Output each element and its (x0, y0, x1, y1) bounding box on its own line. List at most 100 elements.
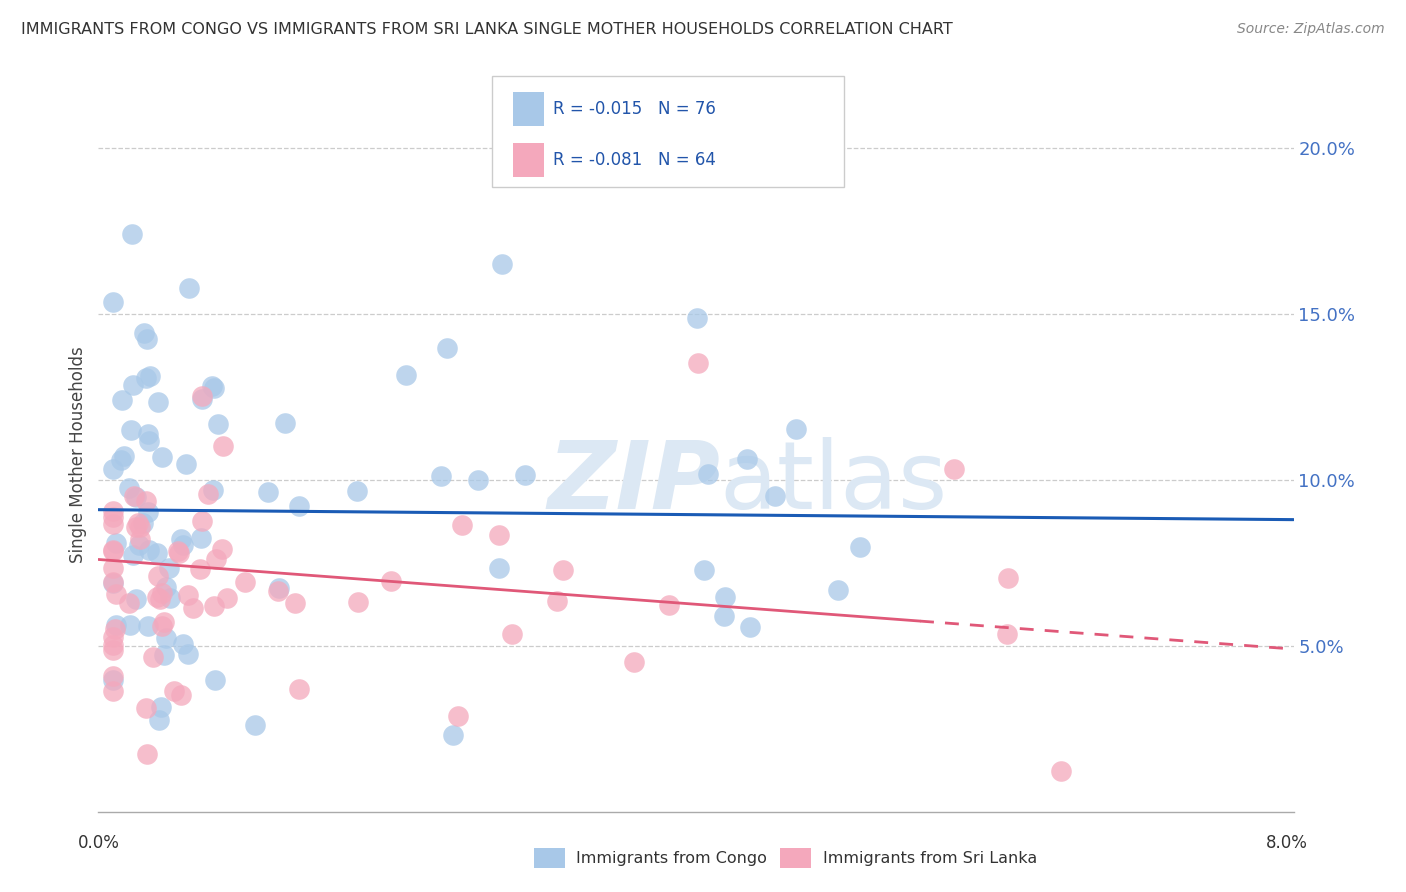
Point (149, 700, 172, 714)
Point (135, 701, 157, 715)
Y-axis label: Single Mother Households: Single Mother Households (69, 347, 87, 563)
Text: R = -0.015   N = 76: R = -0.015 N = 76 (553, 100, 716, 118)
Point (155, 632, 177, 646)
Point (191, 389, 214, 403)
Point (658, 598, 681, 612)
Point (103, 509, 125, 524)
Point (163, 684, 186, 698)
Text: 8.0%: 8.0% (1265, 834, 1308, 852)
Point (136, 747, 159, 762)
Text: atlas: atlas (720, 437, 948, 530)
Point (139, 369, 162, 384)
Point (149, 592, 172, 607)
Point (104, 622, 127, 636)
Point (150, 585, 173, 599)
Point (148, 569, 170, 583)
Point (943, 462, 966, 476)
Point (827, 582, 849, 597)
Point (170, 532, 193, 546)
Point (288, 499, 311, 513)
Point (697, 467, 720, 482)
Point (135, 332, 157, 346)
Point (394, 368, 416, 382)
Point (488, 528, 510, 542)
Point (190, 561, 212, 575)
Point (274, 417, 297, 431)
Point (110, 453, 132, 467)
Point (103, 630, 125, 644)
Point (491, 257, 513, 271)
Point (103, 504, 125, 518)
Point (177, 281, 200, 295)
Point (441, 728, 464, 742)
Point (257, 485, 280, 500)
Point (103, 575, 125, 590)
Text: Immigrants from Congo: Immigrants from Congo (576, 851, 768, 865)
Point (551, 563, 574, 577)
Point (135, 370, 157, 384)
Point (288, 681, 311, 696)
Point (125, 591, 148, 606)
Point (191, 392, 214, 407)
Point (170, 689, 193, 703)
Point (132, 516, 155, 530)
Point (112, 450, 135, 464)
Point (128, 538, 150, 552)
Point (105, 536, 128, 550)
Point (177, 648, 200, 662)
Point (997, 571, 1019, 585)
Point (447, 709, 470, 723)
Point (118, 618, 141, 632)
Point (103, 462, 125, 476)
Point (488, 561, 510, 575)
Point (785, 422, 807, 436)
Point (132, 326, 155, 341)
Point (204, 673, 226, 688)
Point (152, 615, 174, 630)
Point (166, 543, 188, 558)
Point (152, 450, 174, 464)
Point (155, 581, 177, 595)
Point (202, 483, 225, 498)
Point (346, 483, 368, 498)
Point (127, 516, 149, 530)
Point (136, 619, 159, 633)
Point (197, 486, 219, 500)
Point (347, 594, 370, 608)
Point (211, 542, 233, 557)
Point (765, 489, 787, 503)
Point (202, 380, 225, 394)
Text: Source: ZipAtlas.com: Source: ZipAtlas.com (1237, 22, 1385, 37)
Point (245, 718, 267, 732)
Point (103, 574, 125, 589)
Point (204, 552, 226, 566)
Text: 0.0%: 0.0% (77, 834, 120, 852)
Point (451, 518, 474, 533)
Text: ZIP: ZIP (547, 437, 720, 530)
Point (849, 541, 872, 555)
Point (103, 517, 125, 532)
Point (267, 581, 290, 595)
Point (181, 601, 204, 615)
Point (623, 655, 645, 669)
Point (686, 356, 709, 370)
Point (1050, 764, 1073, 778)
Point (467, 473, 489, 487)
Point (111, 393, 134, 408)
Point (190, 532, 212, 546)
Point (714, 590, 737, 604)
Point (436, 342, 458, 356)
Point (692, 563, 714, 577)
Point (713, 608, 735, 623)
Point (125, 520, 148, 534)
Point (125, 490, 148, 504)
Point (202, 599, 225, 614)
Point (103, 684, 125, 698)
Point (120, 423, 142, 437)
Point (217, 591, 239, 605)
Point (153, 648, 176, 663)
Point (103, 639, 125, 653)
Point (685, 310, 707, 325)
Point (103, 543, 125, 558)
Point (103, 561, 125, 575)
